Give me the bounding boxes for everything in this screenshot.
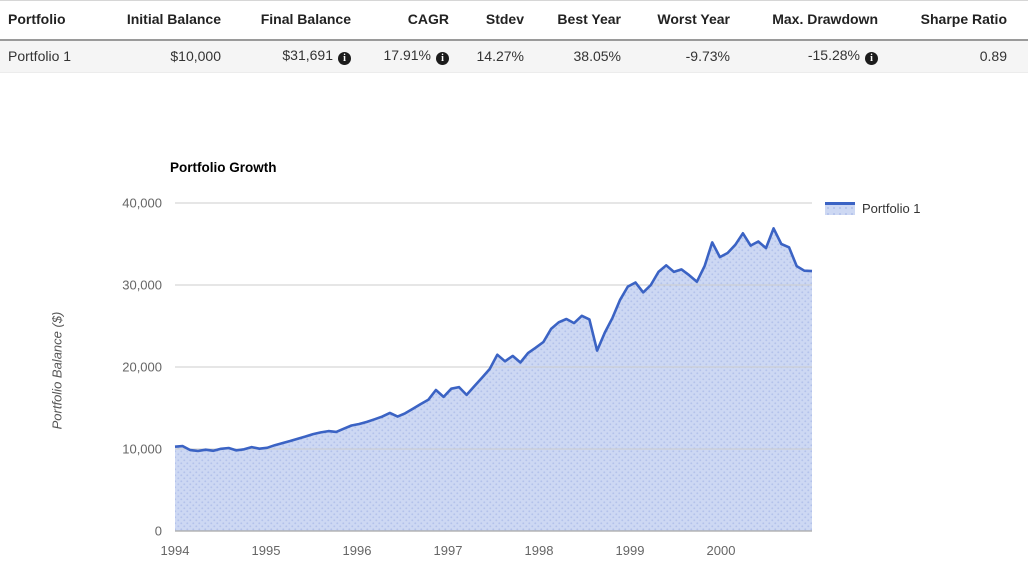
y-tick-label: 10,000 [122,442,162,457]
y-axis-title: Portfolio Balance ($) [49,311,65,430]
cell-max-drawdown: -15.28% i [731,39,879,73]
legend-label: Portfolio 1 [862,201,921,216]
y-tick-label: 0 [155,524,162,539]
max-drawdown-value: -15.28% [807,47,860,64]
cell-final-balance: $31,691 i [222,39,352,73]
final-balance-value: $31,691 [282,47,333,64]
x-tick-label: 1998 [525,543,554,558]
table-row: Portfolio 1 $10,000 $31,691 i 17.91% i 14.… [0,39,1028,73]
col-header-best-year: Best Year [525,0,622,41]
col-header-worst-year: Worst Year [622,0,731,41]
col-header-max-drawdown: Max. Drawdown [731,0,879,41]
x-tick-label: 2000 [707,543,736,558]
portfolio-summary-table: Portfolio Initial Balance Final Balance … [0,0,1028,73]
cell-best-year: 38.05% [525,39,622,73]
col-header-initial-balance: Initial Balance [110,0,222,41]
col-header-stdev: Stdev [450,0,525,41]
col-header-portfolio: Portfolio [0,0,110,41]
x-tick-label: 1995 [252,543,281,558]
series-area-fill [175,228,812,531]
info-icon[interactable]: i [865,52,878,66]
chart-title: Portfolio Growth [170,160,277,175]
cell-sharpe-ratio: 0.89 [879,39,1028,73]
info-icon[interactable]: i [436,52,449,66]
legend-swatch-icon [825,202,855,215]
y-tick-label: 30,000 [122,278,162,293]
cell-initial-balance: $10,000 [110,39,222,73]
col-header-sharpe-ratio: Sharpe Ratio [879,0,1028,41]
x-tick-label: 1999 [616,543,645,558]
cell-stdev: 14.27% [450,39,525,73]
col-header-cagr: CAGR [352,0,450,41]
y-tick-label: 20,000 [122,360,162,375]
chart-legend[interactable]: Portfolio 1 [825,201,921,216]
x-tick-label: 1994 [161,543,190,558]
x-tick-label: 1997 [434,543,463,558]
cagr-value: 17.91% [383,47,431,64]
info-icon[interactable]: i [338,52,351,66]
series-line-portfolio-1[interactable] [174,227,813,453]
cell-worst-year: -9.73% [622,39,731,73]
y-tick-label: 40,000 [122,196,162,211]
x-tick-label: 1996 [343,543,372,558]
col-header-final-balance: Final Balance [222,0,352,41]
table-header-row: Portfolio Initial Balance Final Balance … [0,0,1028,41]
cell-portfolio-name: Portfolio 1 [0,39,110,73]
cell-cagr: 17.91% i [352,39,450,73]
